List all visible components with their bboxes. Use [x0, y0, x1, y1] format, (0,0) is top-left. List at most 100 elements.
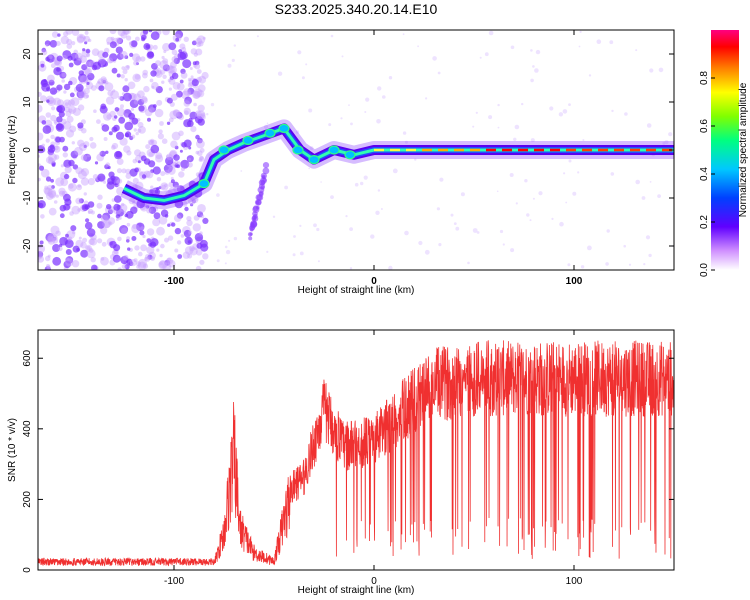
spectrogram-noise-blob [97, 194, 103, 200]
spectrogram-noise-blob [132, 177, 139, 184]
spectrogram-noise-blob [155, 60, 161, 67]
spectrogram-noise-blob [313, 223, 317, 228]
spectrogram-noise-blob [168, 65, 174, 70]
spectrogram-noise-blob [64, 106, 70, 113]
spectrogram-noise-blob [137, 261, 147, 270]
spectrogram-noise-blob [48, 207, 57, 216]
spectrogram-noise-blob [139, 230, 145, 236]
spectrogram-noise-blob [50, 178, 54, 183]
spectrogram-noise-blob [174, 160, 179, 165]
spectrogram-noise-blob [187, 197, 196, 205]
spectrogram-noise-blob [77, 184, 81, 188]
spectrogram-noise-blob [187, 77, 192, 82]
spectrogram-noise-blob [74, 52, 83, 61]
spectrogram-noise-blob [162, 30, 170, 36]
spectrogram-noise-blob [170, 179, 175, 184]
spectrogram-noise-blob [86, 249, 96, 259]
spectrogram-noise-blob [181, 47, 187, 52]
spectrogram-noise-blob [193, 64, 197, 68]
spectrogram-noise-blob [131, 236, 137, 241]
spectrogram-noise-blob [453, 222, 457, 226]
spectrogram-noise-blob [233, 236, 238, 241]
spectrogram-noise-blob [195, 134, 200, 140]
spectrogram-noise-blob [580, 265, 585, 269]
spectrogram-noise-blob [101, 60, 109, 67]
spectrogram-noise-blob [162, 64, 170, 72]
spectrogram-noise-blob [530, 78, 534, 83]
spectrogram-noise-blob [606, 229, 610, 233]
spectrogram-noise-blob [197, 150, 203, 156]
spectrogram-noise-blob [284, 185, 288, 190]
spectrogram-noise-blob [404, 140, 408, 144]
spectrogram-noise-blob [193, 102, 197, 107]
spectrogram-noise-blob [116, 53, 124, 60]
spectrogram-noise-blob [176, 82, 185, 91]
spectrogram-noise-blob [184, 110, 189, 116]
spectrogram-noise-blob [178, 171, 185, 178]
spectrogram-noise-blob [199, 231, 203, 235]
spectrogram-noise-blob [148, 206, 157, 214]
spectrogram-noise-blob [330, 34, 334, 38]
spectrogram-noise-blob [119, 137, 128, 146]
spectrogram-noise-blob [63, 83, 71, 91]
spectrogram-noise-blob [65, 30, 73, 35]
spectrogram-noise-blob [86, 228, 96, 237]
spectrogram-noise-blob [173, 214, 182, 222]
spectrogram-noise-blob [216, 193, 220, 197]
spectrogram-noise-blob [124, 78, 128, 82]
spectrogram-noise-blob [141, 37, 146, 42]
spectrogram-noise-blob [77, 208, 81, 212]
spectrogram-noise-blob [71, 30, 80, 36]
y-tick-label: 0 [22, 567, 33, 573]
spectrogram-noise-blob [38, 200, 46, 209]
spectrogram-noise-blob [57, 99, 64, 107]
spectrogram-noise-blob [51, 234, 58, 242]
spectrogram-x-label: Height of straight line (km) [298, 285, 415, 296]
spectrogram-noise-blob [111, 126, 118, 133]
ridge-hotspot [328, 145, 340, 155]
spectrogram-noise-blob [77, 139, 85, 147]
spectrogram-noise-blob [74, 146, 83, 156]
spectrogram-noise-blob [52, 256, 62, 266]
spectrogram-branch-blob [252, 215, 257, 221]
spectrogram-noise-blob [538, 191, 543, 196]
spectrogram-branch-blob [260, 172, 267, 179]
spectrogram-noise-blob [51, 31, 59, 38]
spectrogram-noise-blob [645, 235, 651, 240]
spectrogram-noise-blob [130, 40, 138, 48]
spectrogram-noise-blob [151, 139, 158, 146]
spectrogram-noise-blob [47, 157, 55, 165]
spectrogram-noise-blob [199, 155, 204, 160]
spectrogram-noise-blob [113, 203, 121, 211]
spectrogram-noise-blob [150, 31, 160, 41]
spectrogram-noise-blob [59, 71, 67, 79]
spectrogram-noise-blob [90, 257, 96, 263]
spectrogram-noise-blob [231, 58, 235, 63]
spectrogram-noise-blob [190, 75, 194, 79]
spectrogram-noise-blob [168, 78, 176, 85]
spectrogram-noise-blob [183, 88, 191, 96]
spectrogram-noise-blob [47, 74, 55, 83]
x-tick-label: -100 [164, 576, 184, 587]
spectrogram-noise-blob [65, 249, 72, 255]
spectrogram-noise-blob [56, 84, 63, 91]
spectrogram-noise-blob [78, 96, 83, 101]
spectrogram-noise-blob [377, 86, 382, 91]
spectrogram-noise-blob [100, 76, 107, 83]
spectrogram-noise-blob [162, 58, 169, 64]
spectrogram-noise-blob [147, 254, 153, 260]
spectrogram-noise-blob [657, 194, 661, 199]
spectrogram-noise-blob [155, 86, 163, 94]
spectrogram-noise-blob [134, 149, 141, 157]
spectrogram-noise-blob [173, 57, 180, 65]
spectrogram-noise-blob [145, 44, 150, 49]
spectrogram-noise-blob [605, 262, 609, 266]
spectrogram-noise-blob [58, 111, 65, 118]
spectrogram-noise-blob [47, 184, 53, 191]
spectrogram-noise-blob [173, 109, 181, 118]
spectrogram-noise-blob [103, 137, 108, 141]
spectrogram-noise-blob [142, 69, 148, 76]
spectrogram-noise-blob [114, 107, 120, 112]
spectrogram-noise-blob [187, 82, 194, 88]
spectrogram-noise-blob [142, 30, 149, 35]
